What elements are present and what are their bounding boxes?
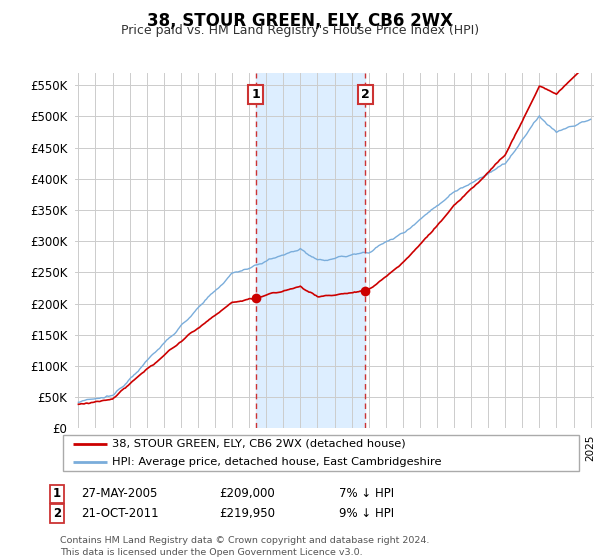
Text: £209,000: £209,000 bbox=[219, 487, 275, 501]
Bar bbox=[256, 73, 365, 428]
Text: 38, STOUR GREEN, ELY, CB6 2WX: 38, STOUR GREEN, ELY, CB6 2WX bbox=[147, 12, 453, 30]
Text: 2: 2 bbox=[361, 87, 370, 101]
Text: 7% ↓ HPI: 7% ↓ HPI bbox=[339, 487, 394, 501]
Text: Contains HM Land Registry data © Crown copyright and database right 2024.
This d: Contains HM Land Registry data © Crown c… bbox=[60, 536, 430, 557]
Text: 1: 1 bbox=[251, 87, 260, 101]
Text: 2: 2 bbox=[53, 507, 61, 520]
Text: 9% ↓ HPI: 9% ↓ HPI bbox=[339, 507, 394, 520]
Text: 1: 1 bbox=[53, 487, 61, 501]
Text: 38, STOUR GREEN, ELY, CB6 2WX (detached house): 38, STOUR GREEN, ELY, CB6 2WX (detached … bbox=[112, 439, 406, 449]
Text: HPI: Average price, detached house, East Cambridgeshire: HPI: Average price, detached house, East… bbox=[112, 458, 442, 467]
Text: 21-OCT-2011: 21-OCT-2011 bbox=[81, 507, 158, 520]
Text: £219,950: £219,950 bbox=[219, 507, 275, 520]
Text: Price paid vs. HM Land Registry's House Price Index (HPI): Price paid vs. HM Land Registry's House … bbox=[121, 24, 479, 37]
FancyBboxPatch shape bbox=[62, 435, 580, 471]
Text: 27-MAY-2005: 27-MAY-2005 bbox=[81, 487, 157, 501]
